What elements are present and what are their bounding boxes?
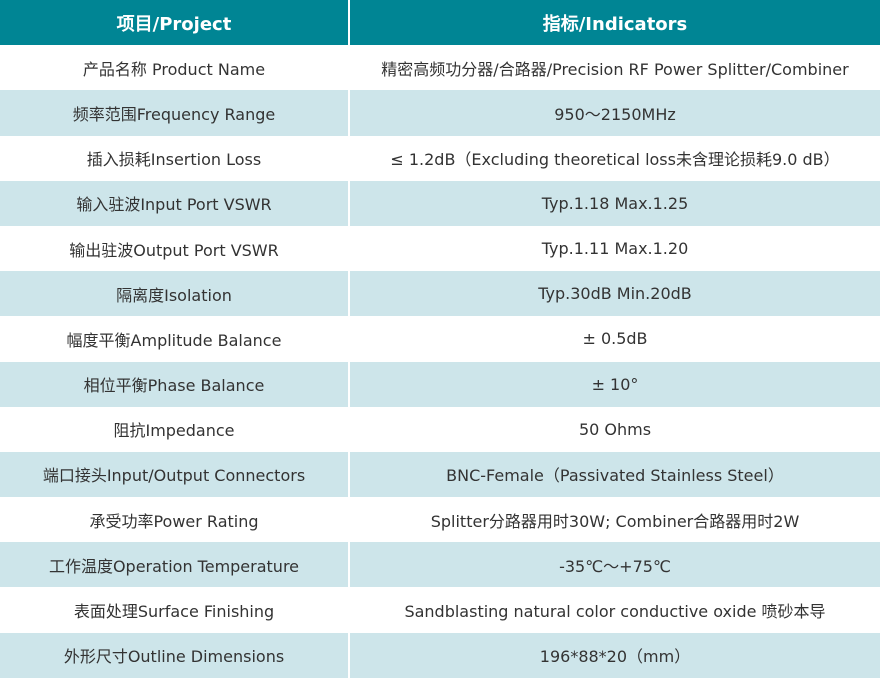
table-row-indicator: ± 0.5dB — [582, 329, 648, 349]
table-row-indicator: 精密高频功分器/合路器/Precision RF Power Splitter/… — [381, 59, 849, 79]
table-row-project: 端口接头Input/Output Connectors — [0, 451, 348, 498]
table-row-project: 相位平衡Phase Balance — [0, 361, 348, 407]
column-divider — [348, 632, 350, 678]
table-row-project: 隔离度Isolation — [0, 271, 348, 317]
table-row-project: 表面处理Surface Finishing — [73, 602, 275, 622]
table-row-project: 幅度平衡Amplitude Balance — [66, 330, 282, 350]
table-row-project: 输出驻波Output Port VSWR — [69, 240, 279, 260]
column-divider — [348, 180, 350, 226]
table-row-indicator: Typ.1.11 Max.1.20 — [541, 239, 689, 259]
column-divider — [348, 0, 350, 46]
column-divider — [348, 271, 350, 317]
table-row-indicator: ± 10° — [350, 361, 880, 407]
column-divider — [348, 451, 350, 498]
table-row-project: 输入驻波Input Port VSWR — [0, 180, 348, 226]
column-divider — [348, 497, 350, 543]
table-row-indicator: 196*88*20（mm） — [350, 632, 880, 678]
table-row-project: 外形尺寸Outline Dimensions — [0, 632, 348, 678]
header-project: 项目/Project — [0, 0, 348, 46]
column-divider — [348, 45, 350, 91]
table-row-indicator: 950～2150MHz — [350, 90, 880, 136]
table-row-indicator: -35℃～+75℃ — [350, 542, 880, 588]
column-divider — [348, 542, 350, 588]
column-divider — [348, 587, 350, 633]
table-row-project: 承受功率Power Rating — [89, 511, 259, 531]
table-row-indicator: Splitter分路器用时30W; Combiner合路器用时2W — [430, 511, 800, 531]
table-row-indicator: 50 Ohms — [578, 419, 652, 439]
table-row-project: 频率范围Frequency Range — [0, 90, 348, 136]
table-row-project: 工作温度Operation Temperature — [0, 542, 348, 588]
table-row-project: 阻抗Impedance — [113, 421, 235, 441]
table-row-indicator: ≤ 1.2dB（Excluding theoretical loss未含理论损耗… — [390, 150, 840, 170]
column-divider — [348, 406, 350, 452]
column-divider — [348, 361, 350, 407]
table-row-indicator: Sandblasting natural color conductive ox… — [404, 602, 826, 622]
table-row-indicator: Typ.1.18 Max.1.25 — [350, 180, 880, 226]
table-row-project: 插入损耗Insertion Loss — [86, 150, 262, 170]
column-divider — [348, 316, 350, 362]
table-row-indicator: BNC-Female（Passivated Stainless Steel） — [350, 451, 880, 498]
column-divider — [348, 90, 350, 136]
header-indicators: 指标/Indicators — [350, 0, 880, 46]
table-row-indicator: Typ.30dB Min.20dB — [350, 271, 880, 317]
column-divider — [348, 225, 350, 272]
column-divider — [348, 135, 350, 181]
table-row-project: 产品名称 Product Name — [82, 59, 266, 79]
